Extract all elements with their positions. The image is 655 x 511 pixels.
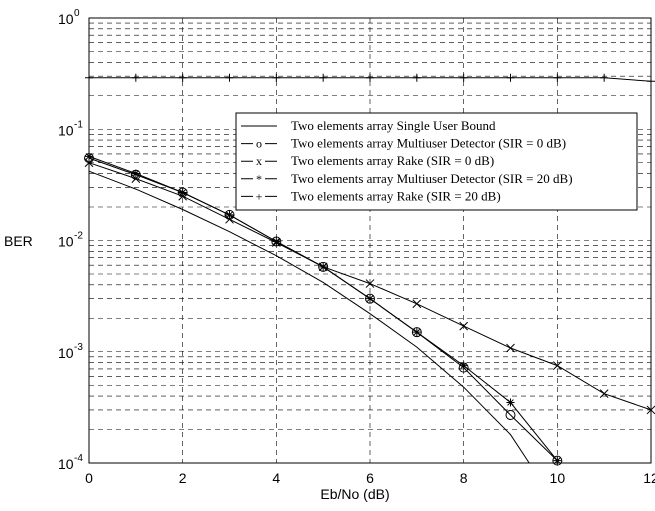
legend-entry: x Two elements array Rake (SIR = 0 dB) — [241, 153, 494, 168]
marker-x — [506, 343, 515, 353]
marker-x — [412, 299, 422, 309]
marker-star — [131, 169, 140, 178]
x-tick-label: 12 — [643, 470, 655, 486]
legend-label: Two elements array Rake (SIR = 0 dB) — [291, 153, 494, 168]
marker-plus — [225, 73, 234, 82]
marker-plus — [272, 73, 281, 82]
x-tick-label: 4 — [272, 470, 280, 486]
x-axis-label: Eb/No (dB) — [320, 486, 389, 502]
y-tick-exponent: 0 — [74, 8, 80, 19]
y-tick-label: 10 -4 — [58, 453, 83, 472]
legend-box — [235, 112, 638, 211]
x-tick-label: 8 — [460, 470, 468, 486]
y-tick-label: 10 -1 — [58, 119, 83, 138]
x-tick-label: 6 — [366, 470, 374, 486]
marker-plus — [178, 73, 187, 82]
marker-circle — [505, 410, 516, 421]
marker-circle — [365, 293, 375, 304]
y-tick-base: 10 — [58, 456, 74, 472]
marker-star — [178, 188, 187, 197]
legend-marker-bg — [253, 155, 265, 167]
y-tick-exponent: -2 — [74, 231, 83, 242]
legend: Two elements array Single User Bound o Two… — [235, 112, 638, 211]
legend-label: Two elements array Multiuser Detector (S… — [291, 171, 573, 186]
legend-label: Two elements array Rake (SIR = 20 dB) — [291, 188, 501, 203]
y-tick-label: 10 0 — [58, 8, 80, 27]
marker-star — [506, 398, 515, 407]
marker-plus — [553, 73, 562, 82]
legend-marker: x — [256, 154, 262, 168]
y-tick-base: 10 — [58, 122, 74, 138]
marker-plus — [600, 73, 609, 82]
series-line — [88, 170, 530, 464]
legend-entry: + Two elements array Rake (SIR = 20 dB) — [241, 188, 501, 203]
marker-star — [366, 294, 374, 303]
y-tick-base: 10 — [58, 234, 74, 250]
y-tick-label: 10 -2 — [58, 231, 83, 250]
marker-circle — [411, 327, 422, 338]
marker-star — [225, 210, 234, 219]
legend-marker-bg — [253, 137, 265, 149]
marker-circle — [552, 455, 563, 466]
grid — [89, 18, 651, 463]
marker-plus — [319, 73, 328, 82]
marker-plus — [412, 73, 421, 82]
marker-plus — [131, 73, 140, 82]
series-0 — [88, 170, 530, 464]
legend-marker-bg — [253, 172, 265, 184]
legend-marker: o — [256, 137, 262, 151]
marker-star — [459, 361, 468, 370]
x-tick-label: 0 — [85, 470, 93, 486]
x-tick-labels: 0 2 4 6 8 10 12 — [85, 470, 655, 486]
plot-frame — [88, 17, 652, 464]
marker-circle — [177, 187, 188, 198]
y-tick-base: 10 — [58, 345, 74, 361]
y-tick-exponent: -4 — [74, 453, 83, 464]
y-tick-base: 10 — [58, 11, 74, 27]
marker-circle — [318, 261, 329, 272]
marker-x — [599, 389, 609, 399]
legend-label: Two elements array Multiuser Detector (S… — [291, 136, 566, 151]
marker-x — [365, 279, 375, 288]
legend-entry: Two elements array Single User Bound — [241, 118, 496, 133]
legend-marker-bg — [253, 190, 265, 202]
marker-x — [459, 321, 469, 331]
y-axis-label: BER — [4, 233, 33, 249]
x-tick-label: 10 — [550, 470, 566, 486]
marker-plus — [366, 73, 374, 82]
marker-star — [412, 328, 421, 337]
marker-star — [272, 237, 281, 246]
marker-plus — [506, 73, 515, 82]
legend-entry: o Two elements array Multiuser Detector (… — [241, 136, 566, 151]
marker-plus — [459, 73, 468, 82]
marker-circle — [271, 236, 282, 247]
marker-x — [552, 361, 562, 371]
legend-marker: * — [256, 172, 262, 186]
x-tick-label: 2 — [179, 470, 187, 486]
y-tick-exponent: -3 — [74, 342, 83, 353]
legend-label: Two elements array Single User Bound — [291, 118, 496, 133]
marker-star — [553, 456, 562, 465]
marker-star — [319, 262, 328, 271]
legend-marker: + — [256, 189, 263, 203]
y-tick-exponent: -1 — [74, 119, 83, 130]
legend-entry: * Two elements array Multiuser Detector (… — [241, 171, 573, 186]
y-tick-label: 10 -3 — [58, 342, 83, 361]
